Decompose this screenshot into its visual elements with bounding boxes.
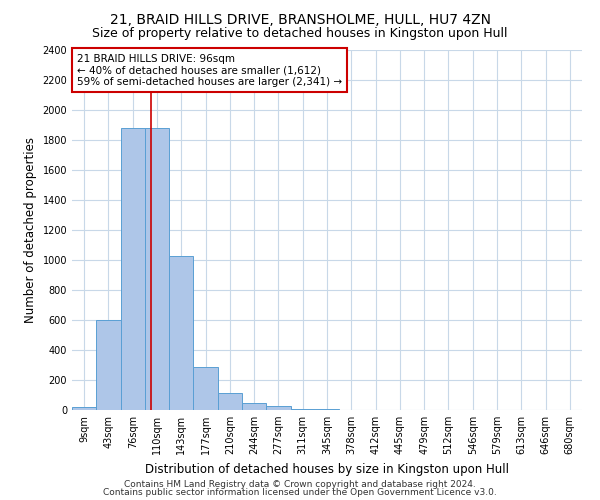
Bar (96, 320, 121, 410)
Bar (145, 128, 169, 410)
Bar (290, 408, 315, 410)
Bar (315, 409, 339, 410)
Bar (121, 128, 145, 410)
Bar (72, 407, 96, 410)
Y-axis label: Number of detached properties: Number of detached properties (24, 137, 37, 323)
Text: 21, BRAID HILLS DRIVE, BRANSHOLME, HULL, HU7 4ZN: 21, BRAID HILLS DRIVE, BRANSHOLME, HULL,… (110, 12, 491, 26)
Bar (193, 367, 218, 410)
Bar (266, 406, 290, 410)
Text: Contains public sector information licensed under the Open Government Licence v3: Contains public sector information licen… (103, 488, 497, 497)
Text: Contains HM Land Registry data © Crown copyright and database right 2024.: Contains HM Land Registry data © Crown c… (124, 480, 476, 489)
X-axis label: Distribution of detached houses by size in Kingston upon Hull: Distribution of detached houses by size … (145, 462, 509, 475)
Bar (169, 256, 193, 410)
Bar (242, 402, 266, 410)
Text: Size of property relative to detached houses in Kingston upon Hull: Size of property relative to detached ho… (92, 28, 508, 40)
Bar (218, 393, 242, 410)
Text: 21 BRAID HILLS DRIVE: 96sqm
← 40% of detached houses are smaller (1,612)
59% of : 21 BRAID HILLS DRIVE: 96sqm ← 40% of det… (77, 54, 342, 87)
